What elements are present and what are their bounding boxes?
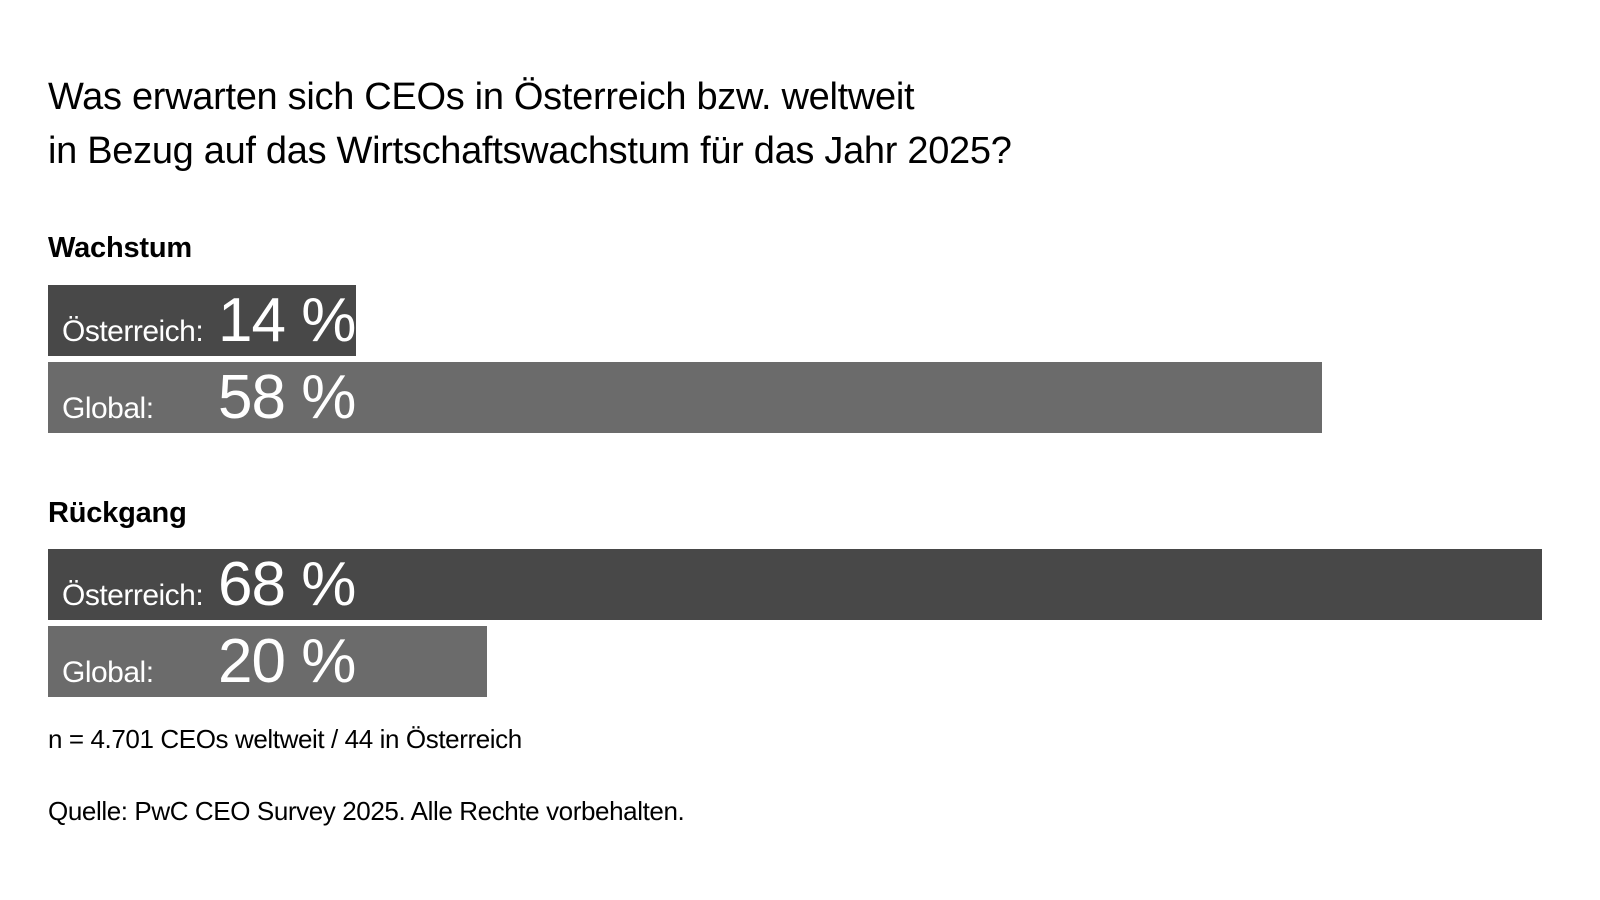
bar-value-wachstum-global: 58 % bbox=[218, 363, 356, 432]
section-label-wachstum: Wachstum bbox=[48, 232, 192, 264]
bar-label-wachstum-oesterreich: Österreich: bbox=[62, 315, 204, 348]
bar-rueckgang-oesterreich: Österreich: 68 % bbox=[48, 549, 1542, 620]
section-label-rueckgang: Rückgang bbox=[48, 497, 187, 529]
chart-title-line-1: Was erwarten sich CEOs in Österreich bzw… bbox=[48, 76, 915, 118]
bar-value-rueckgang-global: 20 % bbox=[218, 627, 356, 696]
bar-label-rueckgang-global: Global: bbox=[62, 656, 154, 689]
sample-size-note: n = 4.701 CEOs weltweit / 44 in Österrei… bbox=[48, 724, 522, 754]
bar-label-wachstum-global: Global: bbox=[62, 392, 154, 425]
bar-wachstum-oesterreich: Österreich: 14 % bbox=[48, 285, 356, 356]
bar-wachstum-global: Global: 58 % bbox=[48, 362, 1322, 433]
chart-title: Was erwarten sich CEOs in Österreich bzw… bbox=[48, 70, 1012, 178]
bar-label-rueckgang-oesterreich: Österreich: bbox=[62, 579, 204, 612]
bar-value-rueckgang-oesterreich: 68 % bbox=[218, 550, 356, 619]
bar-rueckgang-global: Global: 20 % bbox=[48, 626, 487, 697]
source-note: Quelle: PwC CEO Survey 2025. Alle Rechte… bbox=[48, 796, 685, 826]
bar-value-wachstum-oesterreich: 14 % bbox=[218, 286, 356, 355]
chart-title-line-2: in Bezug auf das Wirtschaftswachstum für… bbox=[48, 130, 1012, 172]
